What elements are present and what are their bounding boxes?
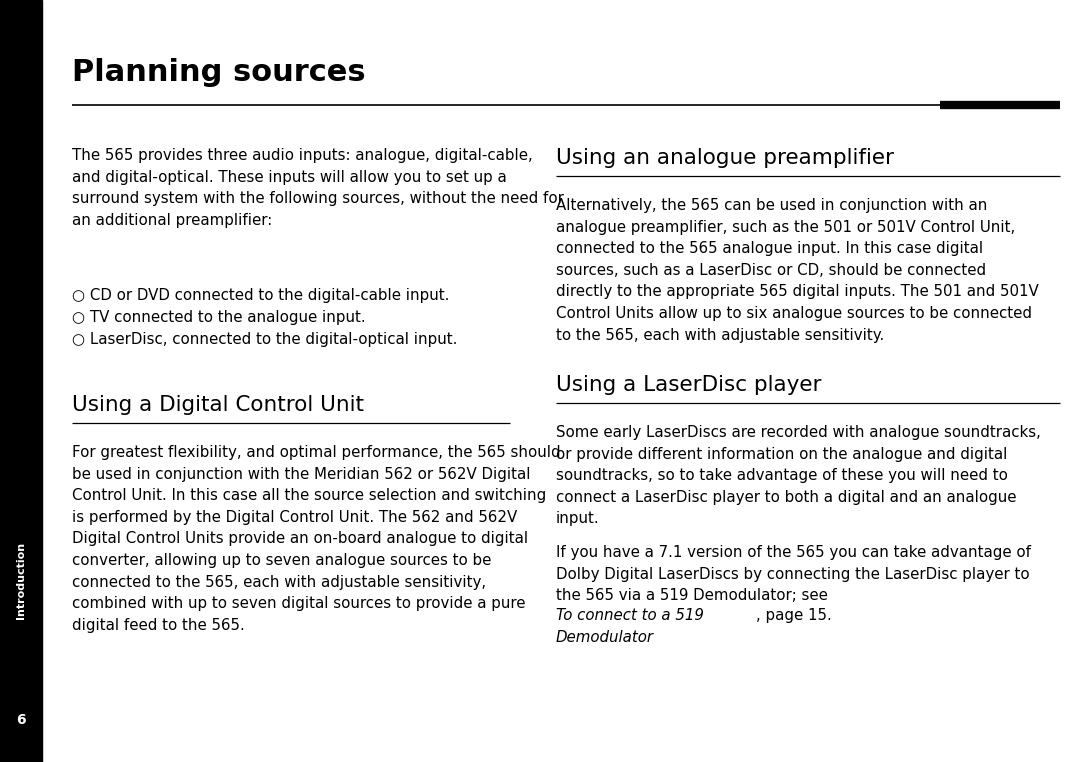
Text: , page 15.: , page 15. bbox=[756, 608, 832, 623]
Text: If you have a 7.1 version of the 565 you can take advantage of
Dolby Digital Las: If you have a 7.1 version of the 565 you… bbox=[556, 545, 1031, 604]
Text: The 565 provides three audio inputs: analogue, digital-cable,
and digital-optica: The 565 provides three audio inputs: ana… bbox=[72, 148, 564, 228]
Text: Using an analogue preamplifier: Using an analogue preamplifier bbox=[556, 148, 894, 168]
Text: Introduction: Introduction bbox=[16, 542, 26, 619]
Text: Using a LaserDisc player: Using a LaserDisc player bbox=[556, 375, 822, 395]
Text: ○ CD or DVD connected to the digital-cable input.: ○ CD or DVD connected to the digital-cab… bbox=[72, 288, 449, 303]
Bar bbox=[0, 0, 42, 762]
Text: Alternatively, the 565 can be used in conjunction with an
analogue preamplifier,: Alternatively, the 565 can be used in co… bbox=[556, 198, 1039, 343]
Text: Planning sources: Planning sources bbox=[72, 58, 366, 87]
Text: For greatest flexibility, and optimal performance, the 565 should
be used in con: For greatest flexibility, and optimal pe… bbox=[72, 445, 561, 632]
Text: Some early LaserDiscs are recorded with analogue soundtracks,
or provide differe: Some early LaserDiscs are recorded with … bbox=[556, 425, 1041, 527]
Text: ○ TV connected to the analogue input.: ○ TV connected to the analogue input. bbox=[72, 310, 366, 325]
Text: 6: 6 bbox=[16, 713, 26, 727]
Text: To connect to a 519
Demodulator: To connect to a 519 Demodulator bbox=[556, 608, 704, 645]
Text: ○ LaserDisc, connected to the digital-optical input.: ○ LaserDisc, connected to the digital-op… bbox=[72, 332, 457, 347]
Text: Using a Digital Control Unit: Using a Digital Control Unit bbox=[72, 395, 364, 415]
